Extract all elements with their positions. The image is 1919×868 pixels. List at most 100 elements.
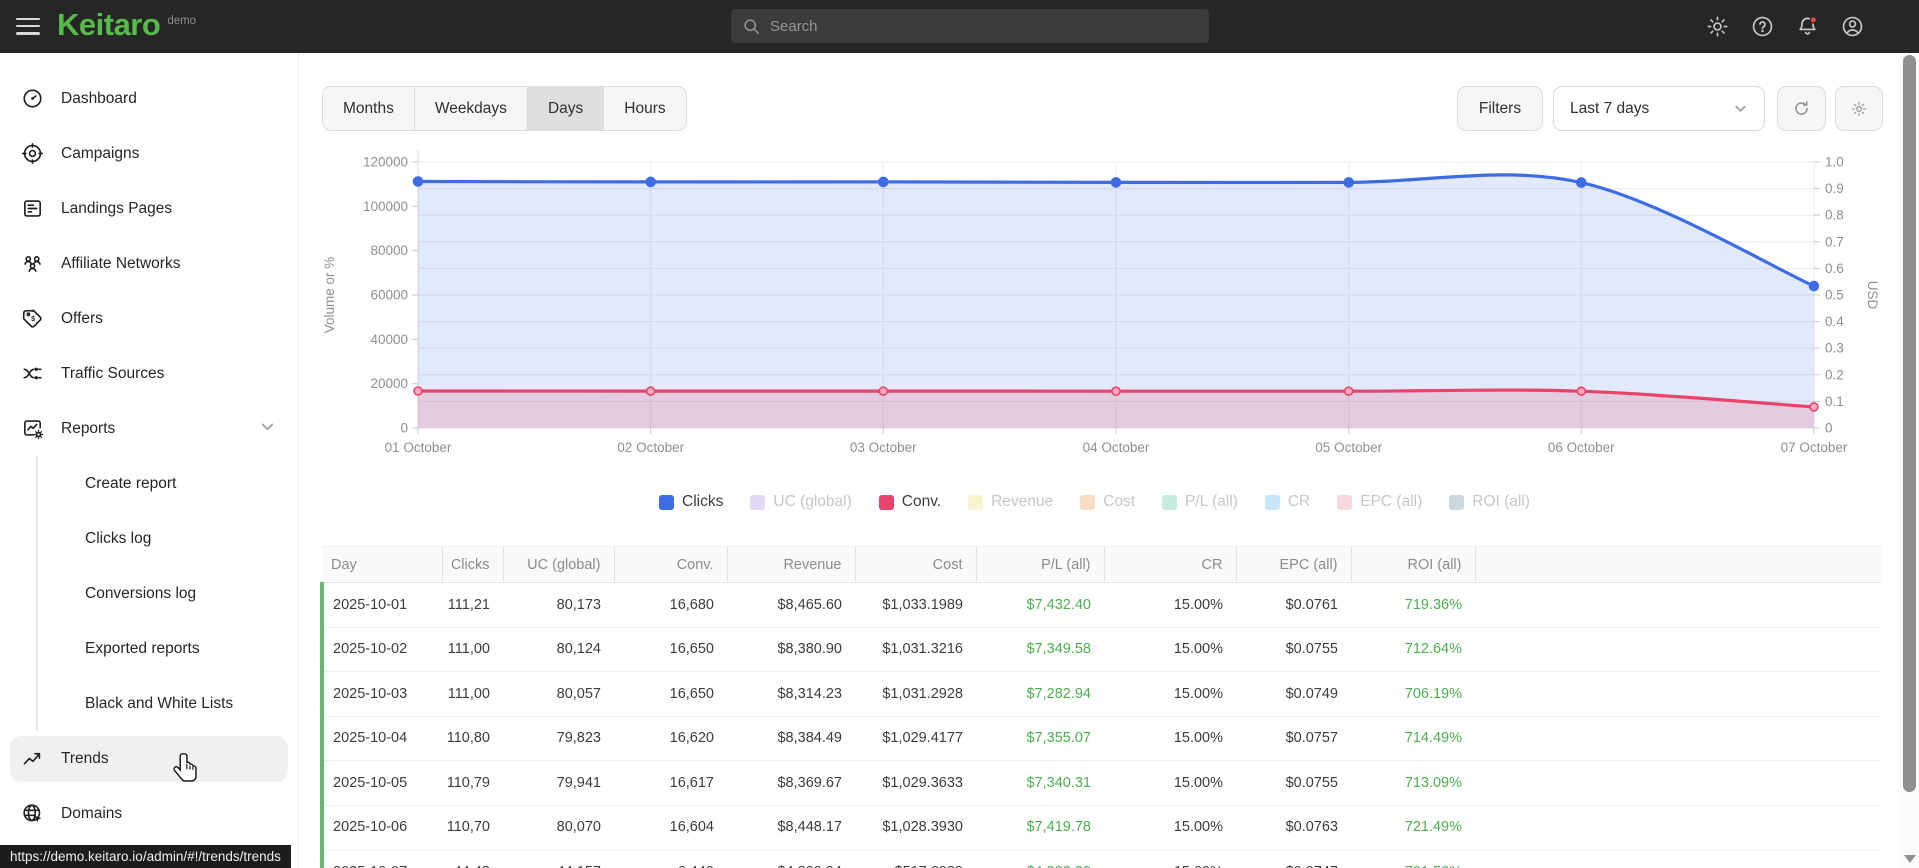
svg-text:0.5: 0.5 xyxy=(1825,288,1844,303)
cell-uc-global: 80,173 xyxy=(556,596,601,613)
app-logo[interactable]: Keitaro demo xyxy=(57,7,196,43)
search-input[interactable] xyxy=(770,17,1197,35)
column-header-cost[interactable]: Cost xyxy=(854,546,976,583)
legend-item-revenue[interactable]: Revenue xyxy=(968,493,1053,511)
legend-item-cost[interactable]: Cost xyxy=(1080,493,1135,511)
legend-item-cr[interactable]: CR xyxy=(1264,493,1310,511)
column-header-cr[interactable]: CR xyxy=(1103,546,1236,583)
cell-clicks: 110,79 xyxy=(446,774,490,791)
column-header-clicks[interactable]: Clicks xyxy=(441,546,503,583)
cell-revenue: $8,384.49 xyxy=(777,730,842,747)
tab-weekdays[interactable]: Weekdays xyxy=(413,87,527,130)
svg-text:0: 0 xyxy=(400,421,408,436)
cell-revenue: $8,465.60 xyxy=(777,596,842,613)
cell-day: 2025-10-04 xyxy=(320,716,442,761)
column-header-p-l-all[interactable]: P/L (all) xyxy=(975,546,1104,583)
cell-revenue: $8,369.67 xyxy=(777,774,842,791)
table-body: 2025-10-01 111,21 80,173 16,680 $8,465.60 $1,… xyxy=(320,582,1881,868)
cell-revenue: $8,448.17 xyxy=(777,819,842,836)
filters-button[interactable]: Filters xyxy=(1457,86,1543,131)
cell-cr: 15.00% xyxy=(1173,730,1223,747)
column-header-epc-all[interactable]: EPC (all) xyxy=(1235,546,1351,583)
settings-gear-icon[interactable] xyxy=(1700,4,1734,48)
sidebar-item-dashboard[interactable]: Dashboard xyxy=(0,71,298,126)
scrollbar-down-arrow-icon[interactable] xyxy=(1904,855,1916,863)
sidebar-item-trends[interactable]: Trends xyxy=(0,731,298,786)
svg-text:100000: 100000 xyxy=(363,199,408,214)
cell-clicks: 111,00 xyxy=(447,641,490,658)
cell-clicks: 110,70 xyxy=(446,819,490,836)
chart-settings-button[interactable] xyxy=(1835,86,1883,131)
dashboard-icon xyxy=(20,87,44,111)
sidebar-item-landings-pages[interactable]: Landings Pages xyxy=(0,181,298,236)
svg-text:120000: 120000 xyxy=(363,155,408,170)
hamburger-menu-icon[interactable] xyxy=(16,13,42,39)
date-range-select[interactable]: Last 7 days xyxy=(1553,86,1765,131)
svg-text:0.7: 0.7 xyxy=(1825,234,1844,249)
svg-text:0.3: 0.3 xyxy=(1825,341,1844,356)
notification-dot xyxy=(1809,15,1817,24)
cell-roi-all: 713.09% xyxy=(1404,774,1462,791)
status-url-text: https://demo.keitaro.io/admin/#!/trends/… xyxy=(10,849,281,864)
sidebar-item-label: Offers xyxy=(61,309,103,327)
legend-item-uc-global[interactable]: UC (global) xyxy=(750,493,852,511)
cell-roi-all: 791.56% xyxy=(1351,850,1475,868)
sidebar-item-traffic-sources[interactable]: Traffic Sources xyxy=(0,346,298,401)
column-header-uc-global[interactable]: UC (global) xyxy=(502,546,614,583)
cell-cost: $1,031.3216 xyxy=(882,641,963,658)
sidebar-item-conversions-log[interactable]: Conversions log xyxy=(38,566,298,621)
column-header-roi-all[interactable]: ROI (all) xyxy=(1350,546,1475,583)
sidebar-item-label: Create report xyxy=(85,474,177,492)
sidebar-item-offers[interactable]: $ Offers xyxy=(0,291,298,346)
cell-conv: 16,650 xyxy=(669,685,714,702)
legend-item-epc-all[interactable]: EPC (all) xyxy=(1337,493,1422,511)
cell-cr: 15.00% xyxy=(1173,685,1223,702)
tab-days[interactable]: Days xyxy=(526,87,604,130)
sidebar-nav: Dashboard Campaigns Landings Pages Affiliat… xyxy=(0,53,298,841)
legend-item-roi-all[interactable]: ROI (all) xyxy=(1449,493,1530,511)
sidebar-item-black-and-white-lists[interactable]: Black and White Lists xyxy=(38,676,298,731)
cell-day: 2025-10-05 xyxy=(320,760,442,805)
trends-icon xyxy=(20,747,44,771)
notifications-bell-icon[interactable] xyxy=(1790,4,1824,48)
cell-filler xyxy=(1475,805,1881,850)
affiliate-icon xyxy=(20,252,44,276)
svg-text:0.4: 0.4 xyxy=(1825,314,1844,329)
top-bar: Keitaro demo xyxy=(0,0,1919,53)
search-bar[interactable] xyxy=(731,9,1209,43)
cell-conv: 16,604 xyxy=(669,819,714,836)
cell-day: 2025-10-07 xyxy=(320,849,442,868)
sidebar-item-domains[interactable]: Domains xyxy=(0,786,298,841)
vertical-scrollbar[interactable] xyxy=(1901,53,1919,868)
sidebar-item-campaigns[interactable]: Campaigns xyxy=(0,126,298,181)
cell-p-l-all: $7,349.58 xyxy=(1026,641,1091,658)
legend-label: Cost xyxy=(1103,493,1136,510)
sidebar-item-exported-reports[interactable]: Exported reports xyxy=(38,621,298,676)
legend-swatch xyxy=(659,494,675,510)
legend-swatch xyxy=(968,494,984,510)
column-header-conv[interactable]: Conv. xyxy=(613,546,727,583)
tab-months[interactable]: Months xyxy=(343,99,394,117)
tab-hours[interactable]: Hours xyxy=(603,87,685,130)
refresh-button[interactable] xyxy=(1777,86,1826,131)
cell-day: 2025-10-03 xyxy=(320,671,442,716)
legend-item-clicks[interactable]: Clicks xyxy=(659,493,723,511)
account-icon[interactable] xyxy=(1835,4,1869,48)
chart-legend: Clicks UC (global) Conv. Revenue Cost P/L (al… xyxy=(300,488,1889,516)
sidebar-item-affiliate-networks[interactable]: Affiliate Networks xyxy=(0,236,298,291)
cell-cr: 15.00% xyxy=(1104,850,1236,868)
column-header-revenue[interactable]: Revenue xyxy=(726,546,855,583)
sidebar-item-clicks-log[interactable]: Clicks log xyxy=(38,511,298,566)
sidebar-item-reports[interactable]: Reports xyxy=(0,401,298,456)
sidebar-item-create-report[interactable]: Create report xyxy=(38,456,298,511)
sidebar-item-label: Black and White Lists xyxy=(85,694,234,712)
column-header-day[interactable]: Day xyxy=(322,546,442,583)
table-row: 2025-10-06 110,70 80,070 16,604 $8,448.17 $1,… xyxy=(320,805,1881,850)
scrollbar-thumb[interactable] xyxy=(1903,55,1916,792)
legend-item-p-l-all[interactable]: P/L (all) xyxy=(1162,493,1238,511)
cell-cost: $1,029.4177 xyxy=(882,730,963,747)
help-icon[interactable] xyxy=(1745,4,1779,48)
legend-item-conv[interactable]: Conv. xyxy=(878,493,941,511)
legend-label: P/L (all) xyxy=(1185,493,1238,510)
